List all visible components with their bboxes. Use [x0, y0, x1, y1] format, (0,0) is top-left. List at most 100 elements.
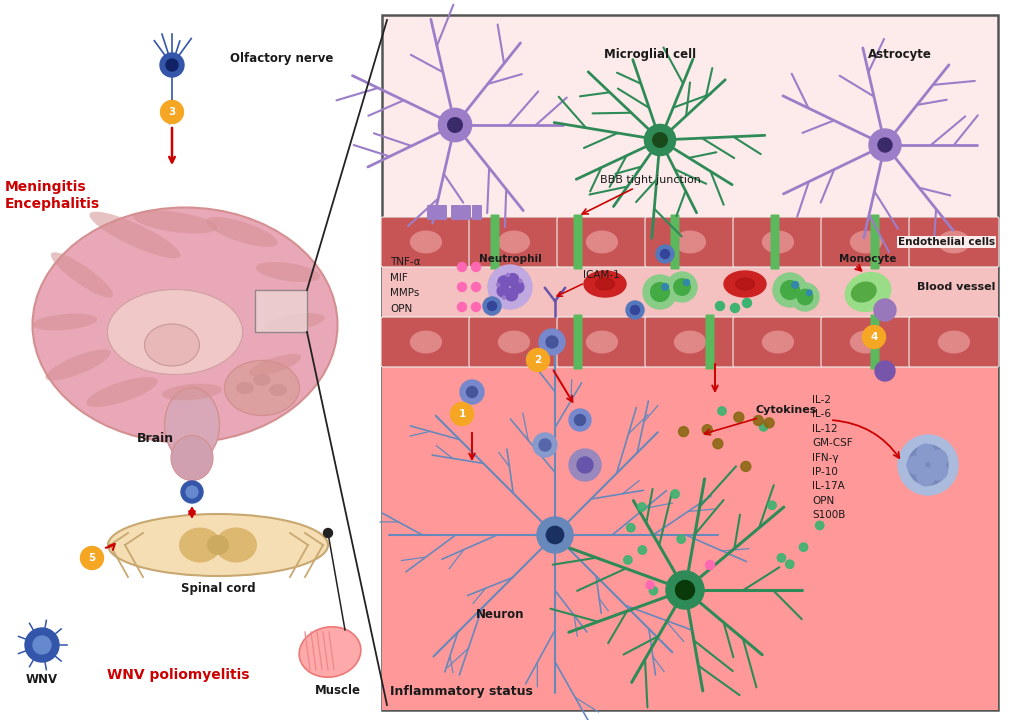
Ellipse shape	[51, 252, 113, 298]
Ellipse shape	[162, 384, 222, 400]
Circle shape	[577, 457, 593, 473]
FancyBboxPatch shape	[821, 317, 911, 367]
Text: 5: 5	[88, 553, 95, 563]
FancyBboxPatch shape	[733, 217, 823, 267]
Text: Monocyte: Monocyte	[840, 254, 897, 264]
FancyBboxPatch shape	[427, 205, 437, 220]
FancyBboxPatch shape	[490, 215, 500, 269]
FancyBboxPatch shape	[870, 215, 880, 269]
Circle shape	[874, 361, 895, 381]
Text: Spinal cord: Spinal cord	[180, 582, 255, 595]
FancyBboxPatch shape	[909, 217, 999, 267]
Ellipse shape	[499, 331, 529, 353]
Circle shape	[916, 468, 935, 486]
Ellipse shape	[253, 374, 271, 386]
FancyBboxPatch shape	[770, 215, 779, 269]
Circle shape	[497, 284, 500, 287]
Circle shape	[930, 462, 947, 480]
Ellipse shape	[587, 331, 617, 353]
Text: ICAM-1: ICAM-1	[557, 270, 620, 296]
Circle shape	[166, 59, 178, 71]
FancyBboxPatch shape	[381, 217, 471, 267]
Circle shape	[471, 302, 480, 312]
FancyBboxPatch shape	[573, 215, 583, 269]
Ellipse shape	[596, 278, 614, 290]
Circle shape	[676, 580, 694, 600]
FancyBboxPatch shape	[733, 317, 823, 367]
FancyBboxPatch shape	[706, 315, 715, 369]
Ellipse shape	[269, 384, 287, 396]
Ellipse shape	[846, 273, 891, 312]
Circle shape	[324, 528, 333, 538]
Circle shape	[161, 101, 183, 124]
Circle shape	[679, 426, 688, 436]
Circle shape	[569, 449, 601, 481]
Circle shape	[507, 274, 519, 286]
Circle shape	[730, 304, 739, 312]
Circle shape	[908, 445, 948, 485]
Circle shape	[792, 282, 799, 288]
FancyBboxPatch shape	[573, 315, 583, 369]
Circle shape	[768, 501, 776, 510]
Circle shape	[627, 523, 635, 532]
Circle shape	[33, 636, 51, 654]
Circle shape	[539, 439, 551, 451]
Text: WNV poliomyelitis: WNV poliomyelitis	[106, 668, 249, 682]
Text: Neutrophil: Neutrophil	[478, 254, 542, 264]
Circle shape	[677, 535, 685, 544]
Ellipse shape	[299, 627, 360, 678]
Circle shape	[624, 556, 632, 564]
Circle shape	[660, 250, 670, 258]
Text: BBB tight junction: BBB tight junction	[583, 175, 700, 214]
Ellipse shape	[224, 361, 299, 415]
Circle shape	[25, 628, 59, 662]
FancyBboxPatch shape	[381, 317, 471, 367]
Circle shape	[666, 571, 705, 609]
Text: 2: 2	[535, 355, 542, 365]
Ellipse shape	[852, 282, 877, 302]
Circle shape	[460, 380, 484, 404]
Circle shape	[671, 490, 679, 498]
Circle shape	[713, 438, 723, 449]
Circle shape	[862, 325, 886, 348]
Text: Neuron: Neuron	[476, 608, 524, 621]
Circle shape	[519, 279, 522, 282]
Circle shape	[764, 418, 774, 428]
Circle shape	[646, 581, 654, 589]
Text: Brain: Brain	[136, 432, 173, 445]
Text: IL-2
IL-6
IL-12
GM-CSF
IFN-γ
IP-10
IL-17A
OPN
S100B: IL-2 IL-6 IL-12 GM-CSF IFN-γ IP-10 IL-17…	[812, 395, 853, 521]
Circle shape	[702, 425, 713, 435]
Text: 4: 4	[870, 332, 878, 342]
Ellipse shape	[215, 528, 257, 562]
Circle shape	[458, 282, 467, 292]
FancyBboxPatch shape	[255, 290, 307, 332]
Ellipse shape	[256, 262, 321, 282]
Ellipse shape	[108, 289, 243, 374]
Text: TNF-α
MIF
MMPs
OPN: TNF-α MIF MMPs OPN	[390, 257, 421, 314]
Text: Olfactory nerve: Olfactory nerve	[230, 52, 334, 65]
Circle shape	[631, 305, 640, 315]
Circle shape	[638, 546, 646, 554]
Ellipse shape	[179, 528, 221, 562]
Circle shape	[638, 503, 646, 511]
FancyBboxPatch shape	[451, 205, 461, 220]
Circle shape	[798, 289, 813, 305]
Circle shape	[186, 486, 198, 498]
Ellipse shape	[249, 354, 301, 376]
Ellipse shape	[735, 278, 755, 290]
FancyBboxPatch shape	[557, 217, 647, 267]
Circle shape	[930, 450, 947, 468]
FancyBboxPatch shape	[557, 317, 647, 367]
FancyBboxPatch shape	[472, 205, 482, 220]
Circle shape	[498, 284, 510, 297]
Circle shape	[898, 435, 958, 495]
Circle shape	[498, 276, 510, 288]
Circle shape	[807, 290, 812, 296]
Circle shape	[667, 272, 697, 302]
Circle shape	[740, 462, 751, 472]
Ellipse shape	[851, 231, 882, 253]
Circle shape	[488, 265, 532, 309]
Circle shape	[650, 283, 670, 302]
Ellipse shape	[939, 231, 970, 253]
Text: 3: 3	[168, 107, 176, 117]
